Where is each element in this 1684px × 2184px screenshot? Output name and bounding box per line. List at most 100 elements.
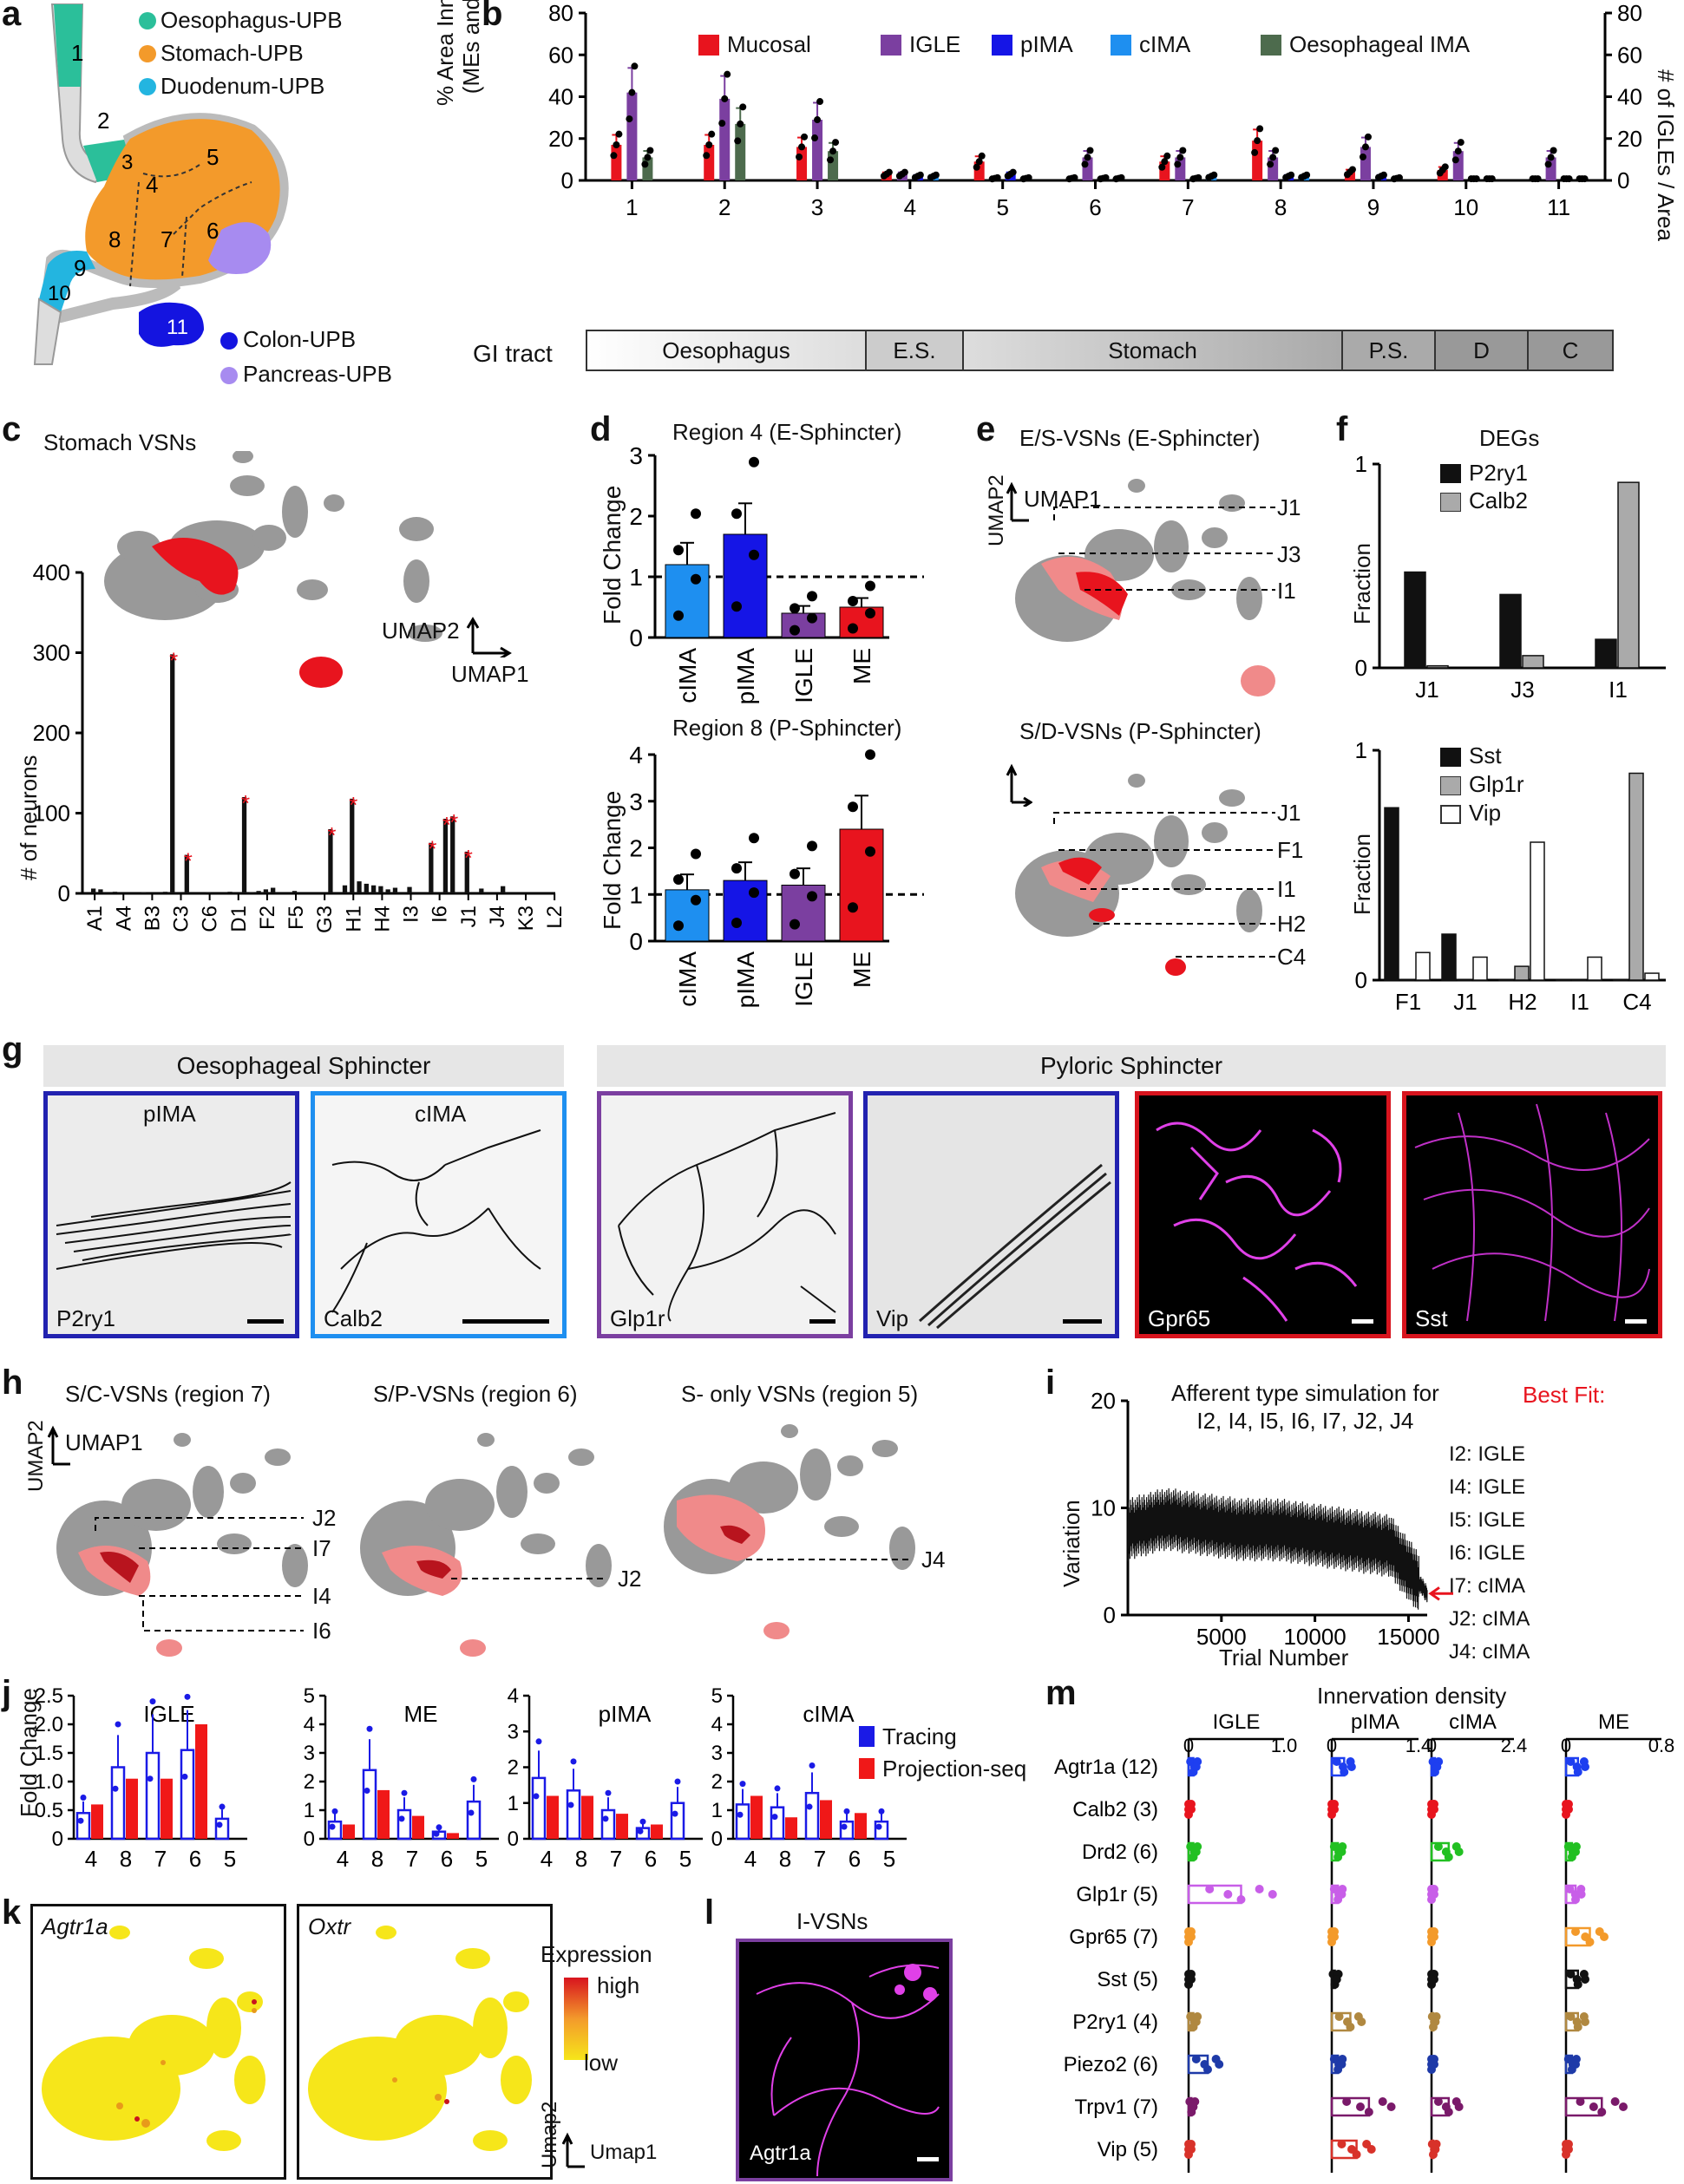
- i-fit-j4: J4: cIMA: [1449, 1640, 1530, 1664]
- legend-dot-duodenum: [139, 78, 156, 95]
- pancreas-region: [208, 222, 272, 274]
- m-point: [1581, 1975, 1589, 1984]
- d2-point: [790, 868, 800, 879]
- l-image: Agtr1a: [736, 1939, 953, 2181]
- j-ytick-label: 2.0: [35, 1713, 63, 1736]
- b-point: [644, 154, 652, 161]
- b-point: [1176, 154, 1184, 161]
- c-bar: [364, 883, 369, 893]
- d2-point: [848, 801, 858, 813]
- panel-label-k: k: [2, 1893, 22, 1932]
- m-point: [1427, 1932, 1436, 1941]
- j-ytick-label: 1: [508, 1792, 519, 1815]
- m-col-max: 2.4: [1501, 1735, 1528, 1756]
- j-ytick-label: 1: [304, 1799, 315, 1822]
- b-point: [1303, 171, 1311, 179]
- c-ytick-label: 400: [33, 559, 70, 585]
- segment-c: C: [1529, 331, 1612, 369]
- b-point: [631, 62, 639, 70]
- h-title-1: S/C-VSNs (region 7): [65, 1381, 271, 1407]
- f-legend-swatch-calb2: [1440, 493, 1461, 512]
- m-point: [1340, 1768, 1349, 1776]
- j-xtick-label: 5: [224, 1846, 236, 1872]
- b-point: [613, 141, 620, 148]
- c-bar: [162, 892, 168, 893]
- b-point: [814, 116, 822, 124]
- m-row-label: Trpv1 (7): [1075, 2096, 1158, 2119]
- c-bar: [256, 891, 261, 893]
- i-fit-i5: I5: IGLE: [1449, 1508, 1526, 1532]
- k-umap-oxtr: Oxtr: [297, 1904, 553, 2180]
- j-ytick-label: 0: [508, 1828, 519, 1851]
- j-point: [329, 1823, 336, 1830]
- d1-ytick-label: 3: [629, 442, 643, 469]
- m-point: [1337, 1890, 1347, 1899]
- m-bar: [1564, 2096, 1603, 2117]
- f2-xtick-label: F1: [1395, 989, 1421, 1015]
- m-point: [1571, 1927, 1580, 1936]
- m-point: [1255, 1885, 1264, 1893]
- j-point: [149, 1698, 156, 1705]
- b-point: [1071, 173, 1078, 181]
- e-label-j1: J1: [1277, 494, 1301, 520]
- m-point: [1356, 2102, 1365, 2111]
- j-point: [806, 1803, 813, 1810]
- j-xtick-label: 8: [120, 1846, 132, 1872]
- j-point: [401, 1789, 408, 1796]
- j-point: [147, 1775, 154, 1782]
- j-point: [841, 1823, 848, 1830]
- m-col-title: pIMA: [1351, 1710, 1399, 1734]
- region-10-label: 10: [48, 282, 71, 305]
- j-point: [433, 1830, 440, 1837]
- f1-bar-P2ry1: [1404, 571, 1426, 669]
- e-title-2: S/D-VSNs (P-Sphincter): [1019, 718, 1261, 744]
- b-point: [626, 115, 633, 123]
- g-tile-gpr65-bottom: Gpr65: [1148, 1305, 1211, 1331]
- d1-xtick-label: cIMA: [674, 648, 701, 703]
- i-ytick-label: 20: [1091, 1388, 1116, 1414]
- h-label-i4: I4: [312, 1583, 331, 1609]
- d2-bar-pIMA: [723, 879, 768, 942]
- legend-swatch-pima: [992, 35, 1012, 56]
- panel-label-i: i: [1045, 1363, 1056, 1402]
- b-point: [798, 143, 806, 151]
- b-bar: [611, 144, 622, 180]
- d2-ytick-label: 2: [629, 835, 643, 862]
- f2-bar-Sst: [1613, 979, 1628, 982]
- h-dashed-lines: [95, 1517, 911, 1631]
- c-xtick-label: D1: [227, 906, 251, 932]
- j-bar-tracing: [214, 1817, 230, 1841]
- j-legend-tracing: Tracing: [882, 1723, 957, 1749]
- g-tile-cima-bottom: Calb2: [324, 1305, 383, 1331]
- d1-xtick-label: ME: [849, 648, 875, 684]
- e-label-f1: F1: [1277, 837, 1304, 863]
- region-8-label: 8: [108, 226, 121, 252]
- region-11-label: 11: [167, 316, 188, 339]
- j-ytick-label: 5: [711, 1684, 723, 1708]
- i-ytick-label: 0: [1104, 1602, 1116, 1628]
- m-point: [1191, 1762, 1201, 1771]
- j-bar-tracing: [110, 1766, 126, 1841]
- f2-bar-Vip: [1530, 841, 1545, 981]
- j-point: [436, 1824, 442, 1831]
- b-point: [1379, 171, 1387, 179]
- b-bar: [735, 123, 746, 180]
- f-title: DEGs: [1479, 425, 1540, 451]
- region-7-label: 7: [161, 226, 173, 252]
- region-4-label: 4: [146, 172, 158, 198]
- f-legend-p2ry1: P2ry1: [1469, 460, 1528, 486]
- h-title-3: S- only VSNs (region 5): [681, 1381, 919, 1407]
- d2-point: [865, 846, 875, 857]
- j-point: [843, 1808, 850, 1815]
- m-point: [1386, 2102, 1396, 2111]
- colon-region-11: [139, 302, 204, 347]
- d1-xtick-label: pIMA: [732, 648, 759, 705]
- b-xtick-label: 1: [626, 194, 638, 220]
- g-tile-sst: Sst: [1402, 1091, 1662, 1338]
- d1-bar-IGLE: [781, 612, 826, 638]
- d2-ytick-label: 1: [629, 881, 643, 908]
- m-point: [1337, 2060, 1347, 2069]
- j-point: [331, 1808, 338, 1815]
- m-point: [1334, 2012, 1344, 2021]
- bar-chart-f1: 0 1 J1 J3 I1: [1355, 451, 1666, 703]
